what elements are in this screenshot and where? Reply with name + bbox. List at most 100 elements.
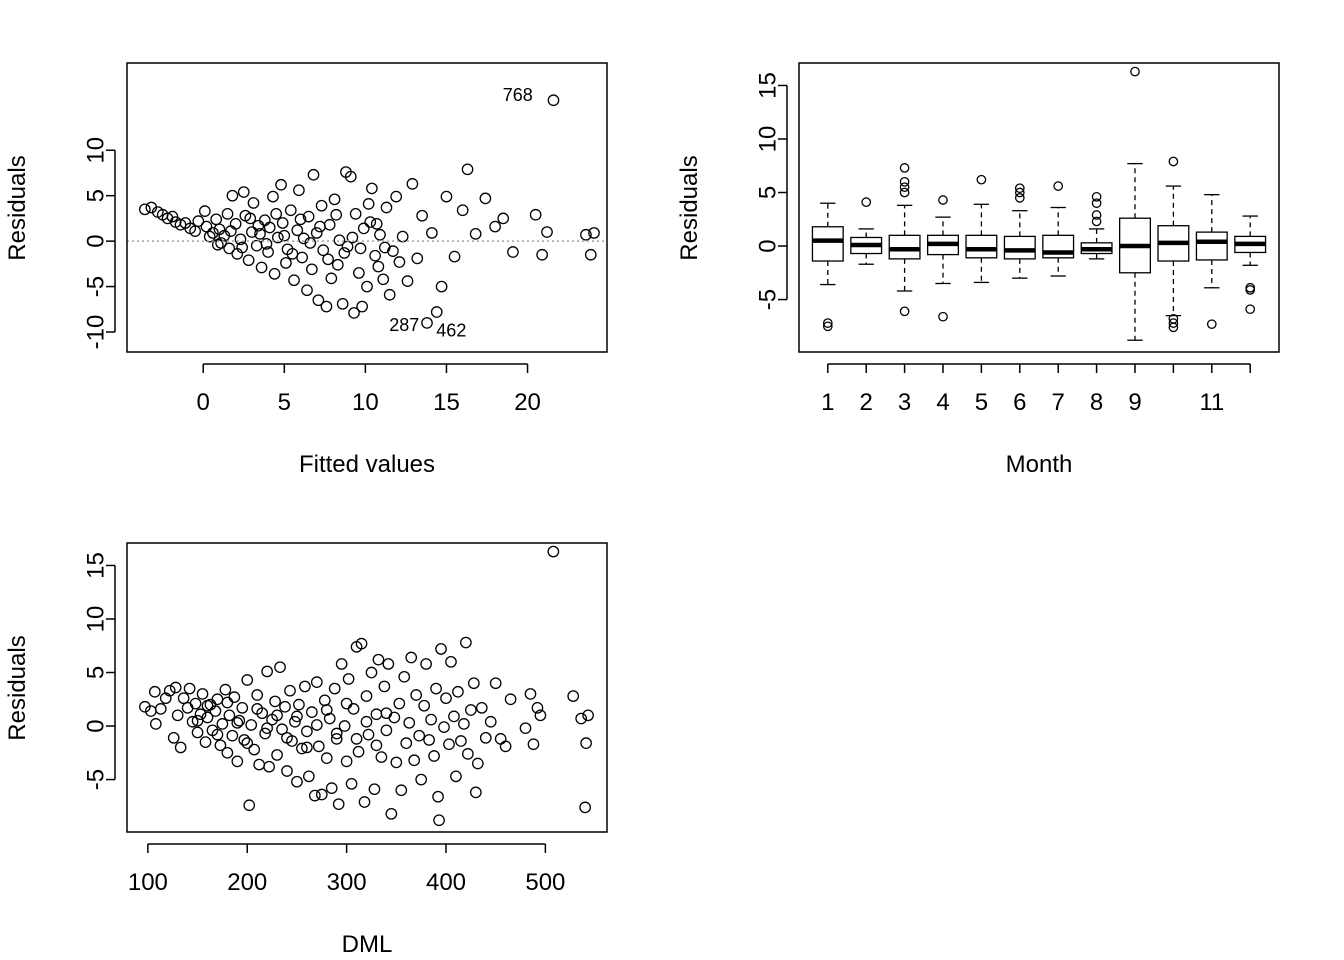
x-tick-label: 1 <box>821 389 834 416</box>
data-point <box>194 708 207 721</box>
data-point <box>497 212 510 225</box>
data-point <box>331 258 344 271</box>
data-point <box>221 696 234 709</box>
x-axis-label: DML <box>342 931 393 958</box>
plot-frame <box>126 542 608 833</box>
data-point <box>469 228 482 240</box>
data-point <box>270 208 283 220</box>
data-point <box>139 700 151 713</box>
data-point <box>261 665 273 678</box>
box-month-8 <box>1080 191 1113 260</box>
data-point <box>269 695 281 708</box>
outlier-point <box>899 187 910 198</box>
outlier-point <box>1091 198 1102 209</box>
data-point <box>504 693 517 706</box>
data-point <box>233 714 246 727</box>
data-point <box>418 699 430 712</box>
x-tick-label: 20 <box>514 389 541 416</box>
x-tick-label: 11 <box>1199 389 1224 416</box>
y-axis-label: Residuals <box>4 635 31 740</box>
data-point <box>433 814 445 827</box>
data-point <box>372 260 385 273</box>
data-point <box>310 227 323 239</box>
data-point <box>575 712 588 725</box>
data-point <box>584 248 597 261</box>
data-point <box>238 734 251 746</box>
data-point <box>489 220 501 233</box>
data-point <box>365 666 378 679</box>
data-point <box>428 750 440 762</box>
data-point <box>226 189 239 202</box>
data-point <box>260 238 273 250</box>
outlier-point <box>1091 191 1102 202</box>
data-point <box>450 770 462 783</box>
data-point <box>304 237 317 249</box>
outlier-point <box>1245 285 1256 295</box>
data-point <box>567 690 580 702</box>
data-point <box>216 718 229 730</box>
data-point <box>275 178 287 191</box>
data-point <box>374 228 386 241</box>
y-tick-label: 0 <box>82 234 109 247</box>
data-point <box>149 718 162 730</box>
y-tick-label: 15 <box>754 72 781 99</box>
data-point <box>349 208 362 220</box>
y-tick-label: 10 <box>82 137 109 164</box>
data-point <box>263 221 276 234</box>
data-point <box>338 720 351 732</box>
data-point <box>372 653 385 666</box>
data-point <box>308 789 321 802</box>
data-point <box>406 178 419 190</box>
outlier-point <box>899 163 910 173</box>
box-month-7 <box>1042 181 1075 277</box>
data-point <box>547 545 560 558</box>
data-point <box>380 201 393 214</box>
data-point <box>196 688 209 700</box>
data-point <box>358 796 371 808</box>
outlier-point <box>899 182 910 193</box>
data-point <box>330 733 343 745</box>
data-point <box>284 684 296 697</box>
x-tick-label: 200 <box>227 869 267 896</box>
box-iqr <box>811 226 844 262</box>
data-point <box>284 204 297 217</box>
data-point <box>252 219 265 232</box>
data-point <box>344 170 357 183</box>
outlier-point <box>1014 187 1025 198</box>
data-point <box>263 760 275 773</box>
data-point <box>369 249 381 262</box>
data-point <box>393 697 406 710</box>
data-point <box>364 216 377 228</box>
data-point <box>138 203 151 216</box>
data-point <box>201 699 214 712</box>
data-point <box>425 713 437 726</box>
y-axis-label: Residuals <box>4 155 31 260</box>
data-point <box>234 233 247 246</box>
data-point <box>289 715 301 728</box>
data-point <box>293 698 305 711</box>
data-point <box>262 246 274 258</box>
x-tick-label: 4 <box>936 389 949 416</box>
data-point <box>582 709 594 722</box>
data-point <box>354 242 367 255</box>
data-point <box>211 728 224 741</box>
data-point <box>163 684 176 697</box>
data-point <box>271 749 283 761</box>
data-point <box>299 680 311 693</box>
data-point <box>390 190 403 203</box>
panel-dml: 100 200 300 400 500 -5 0 5 10 15 DML Residuals <box>4 542 608 958</box>
data-point <box>169 681 182 694</box>
outlier-point <box>938 311 948 322</box>
data-point <box>191 726 204 739</box>
data-point <box>186 715 199 728</box>
data-point <box>330 208 343 221</box>
data-point <box>189 697 202 710</box>
data-point <box>360 690 373 702</box>
data-point <box>400 737 413 750</box>
data-point <box>320 300 333 313</box>
data-point <box>223 709 236 722</box>
data-point <box>356 300 368 313</box>
data-point <box>231 716 244 729</box>
x-tick-label: 0 <box>197 389 210 416</box>
data-point <box>322 253 334 266</box>
